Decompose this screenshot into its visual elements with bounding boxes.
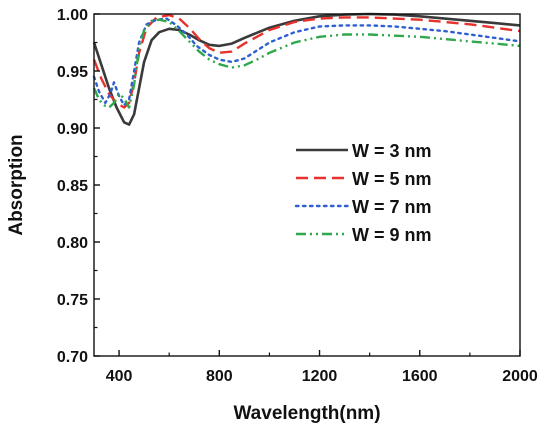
x-tick-label: 1200 (302, 368, 338, 385)
y-tick-label: 0.95 (57, 64, 88, 81)
y-tick-label: 0.80 (57, 235, 88, 252)
y-tick-label: 0.85 (57, 178, 88, 195)
y-tick-label: 1.00 (57, 7, 88, 24)
legend-label-3: W = 7 nm (352, 197, 432, 217)
legend-label-1: W = 3 nm (352, 141, 432, 161)
plot-frame (93, 13, 521, 357)
y-tick-label: 0.90 (57, 121, 88, 138)
series-line-3 (92, 17, 522, 107)
axis-layer: 400 800 1200 1600 2000 0.70 0.75 0.80 0.85 0.90 0.… (57, 7, 538, 385)
x-tick-label: 400 (106, 368, 133, 385)
x-axis-title: Wavelength(nm) (233, 403, 380, 424)
series-line-4 (92, 18, 521, 109)
y-tick-label: 0.75 (57, 292, 88, 309)
x-tick-label: 1600 (402, 368, 438, 385)
series-layer (92, 12, 522, 126)
legend-label-4: W = 9 nm (352, 225, 432, 245)
legend-label-2: W = 5 nm (352, 169, 432, 189)
x-tick-label: 2000 (502, 368, 538, 385)
y-tick-label: 0.70 (57, 349, 88, 366)
legend: W = 3 nm W = 5 nm W = 7 nm W = 9 nm (294, 141, 432, 245)
series-line-1 (92, 12, 521, 126)
y-axis-title: Absorption (6, 134, 27, 235)
x-tick-label: 800 (206, 368, 233, 385)
